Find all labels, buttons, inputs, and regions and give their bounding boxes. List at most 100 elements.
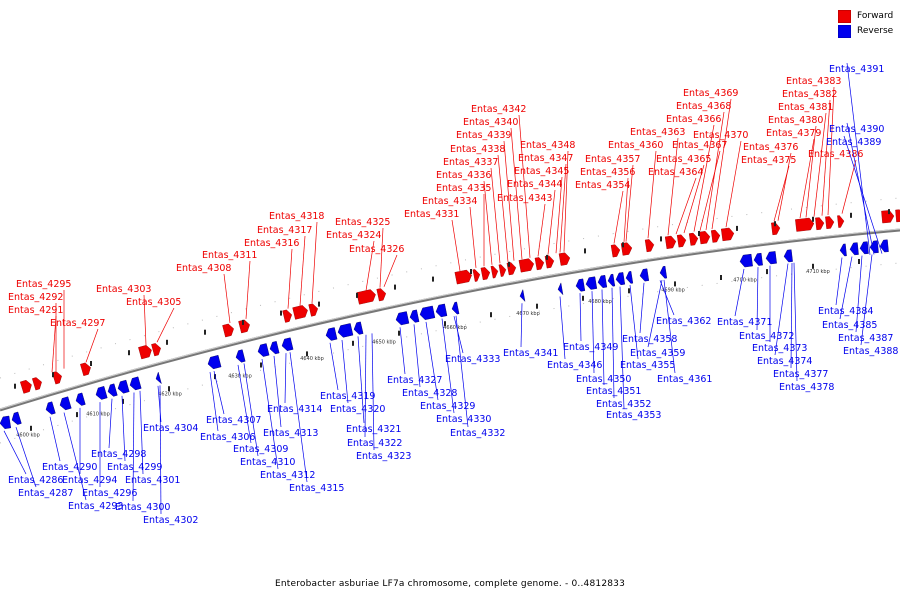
forward-leader-line [451, 219, 461, 272]
reverse-leader-line [425, 321, 439, 401]
forward-strand-tick [812, 216, 814, 222]
reverse-leader-line [63, 412, 87, 501]
reverse-leader-line [364, 334, 367, 438]
forward-gene-arrow [644, 239, 655, 253]
reverse-gene-label: Entas_4296 [82, 488, 137, 499]
forward-gene-label: Entas_4381 [778, 102, 833, 113]
reverse-gene-label: Entas_4330 [436, 414, 491, 425]
reverse-leader-line [591, 291, 595, 374]
reverse-leader-line [639, 282, 645, 334]
reverse-gene-label: Entas_4374 [757, 356, 812, 367]
forward-gene-label: Entas_4334 [422, 196, 477, 207]
reverse-leader-line [209, 372, 219, 432]
reverse-gene-arrow [869, 240, 879, 254]
reverse-gene-label: Entas_4390 [829, 124, 884, 135]
reverse-gene-label: Entas_4286 [8, 475, 63, 486]
forward-gene-arrow [837, 215, 845, 228]
reverse-gene-label: Entas_4304 [143, 423, 198, 434]
forward-gene-label: Entas_4367 [672, 140, 727, 151]
reverse-gene-label: Entas_4362 [656, 316, 711, 327]
reverse-gene-arrow [155, 371, 162, 385]
forward-gene-arrow [815, 217, 825, 231]
forward-leader-line [490, 167, 501, 264]
reverse-leader-line [413, 324, 421, 388]
reverse-leader-line [860, 254, 873, 346]
reverse-gene-arrow [849, 242, 859, 256]
forward-gene-label: Entas_4357 [585, 154, 640, 165]
reverse-gene-label: Entas_4315 [289, 483, 344, 494]
forward-strand-tick [14, 383, 16, 389]
forward-leader-line [667, 137, 679, 236]
reverse-leader-line [579, 293, 582, 342]
forward-gene-label: Entas_4297 [50, 318, 105, 329]
forward-leader-line [647, 150, 657, 239]
scale-tick-label: 4640 kbp [300, 356, 324, 362]
forward-leader-line [311, 221, 318, 304]
reverse-strand-tick [582, 295, 584, 301]
forward-gene-arrow [238, 319, 250, 334]
reverse-leader-line [3, 430, 27, 475]
reverse-gene-label: Entas_4309 [233, 444, 288, 455]
forward-gene-arrow [222, 323, 234, 338]
forward-gene-label: Entas_4363 [630, 127, 685, 138]
reverse-gene-label: Entas_4359 [630, 348, 685, 359]
reverse-gene-label: Entas_4372 [739, 331, 794, 342]
reverse-gene-label: Entas_4294 [62, 475, 117, 486]
reverse-gene-arrow [615, 272, 626, 286]
forward-gene-label: Entas_4376 [743, 142, 798, 153]
reverse-gene-arrow [597, 275, 608, 288]
forward-leader-line [537, 203, 546, 257]
forward-gene-arrow [472, 269, 481, 282]
reverse-leader-line [734, 268, 745, 317]
reverse-gene-label: Entas_4287 [18, 488, 73, 499]
scale-tick-label: 4610 kbp [86, 412, 110, 418]
forward-leader-line [675, 177, 697, 235]
reverse-strand-tick [812, 263, 814, 269]
reverse-leader-line [846, 62, 871, 255]
reverse-strand-tick [76, 412, 78, 418]
scale-tick-label: 4620 kbp [158, 392, 182, 398]
forward-strand-tick [660, 236, 662, 242]
forward-gene-arrow [19, 379, 32, 394]
reverse-leader-line [261, 358, 279, 470]
forward-leader-line [623, 177, 629, 242]
forward-leader-line [245, 260, 251, 319]
reverse-leader-line [371, 333, 375, 451]
forward-leader-line [383, 254, 398, 287]
legend-label-reverse: Reverse [857, 26, 894, 36]
genome-backbone-highlight [0, 228, 900, 410]
forward-leader-line [469, 206, 477, 268]
reverse-strand-tick [260, 362, 262, 368]
reverse-strand-tick [536, 303, 538, 309]
reverse-strand-tick [122, 398, 124, 404]
forward-gene-label: Entas_4356 [580, 167, 635, 178]
reverse-gene-arrow [257, 343, 270, 357]
forward-gene-label: Entas_4317 [257, 225, 312, 236]
reverse-strand-tick [720, 275, 722, 280]
forward-gene-label: Entas_4386 [808, 149, 863, 160]
reverse-gene-label: Entas_4327 [387, 375, 442, 386]
forward-gene-arrow [881, 210, 895, 224]
forward-gene-arrow [610, 244, 621, 258]
reverse-gene-arrow [129, 376, 142, 391]
reverse-gene-arrow [585, 276, 598, 290]
reverse-leader-line [774, 263, 789, 356]
reverse-leader-line [289, 352, 308, 483]
forward-strand-tick [622, 242, 624, 248]
forward-gene-label: Entas_4340 [463, 117, 518, 128]
reverse-gene-arrow [607, 273, 616, 287]
forward-gene-label: Entas_4365 [656, 154, 711, 165]
reverse-gene-label: Entas_4384 [818, 306, 873, 317]
reverse-leader-line [756, 267, 759, 331]
forward-strand-tick [546, 254, 548, 260]
reverse-strand-tick [628, 288, 630, 294]
scale-tick-label: 4710 kbp [806, 269, 830, 275]
forward-gene-label: Entas_4295 [16, 279, 71, 290]
reverse-leader-line [839, 256, 853, 320]
reverse-leader-line [108, 398, 113, 449]
reverse-leader-line [601, 289, 605, 386]
reverse-gene-label: Entas_4391 [829, 64, 884, 75]
legend-item-forward: Forward [838, 9, 893, 24]
